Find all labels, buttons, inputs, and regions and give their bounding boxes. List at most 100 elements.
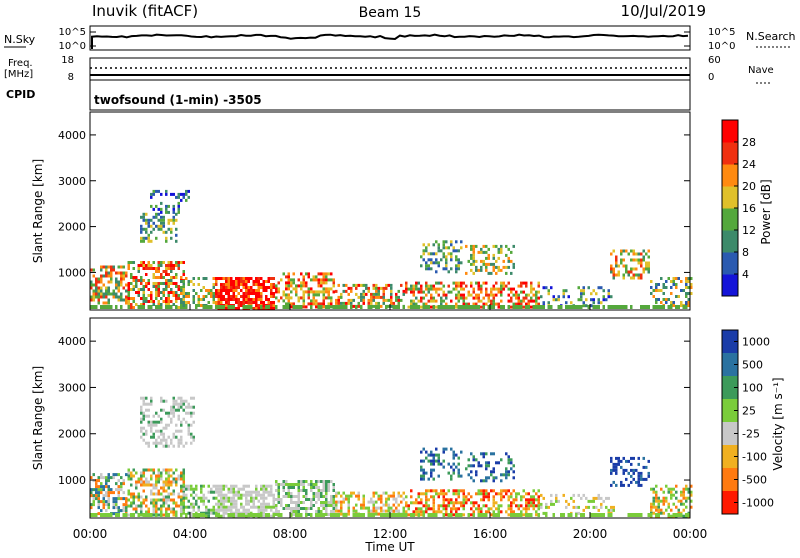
- rti-cell: [460, 246, 463, 250]
- rti-cell: [105, 482, 108, 486]
- rti-cell: [632, 468, 635, 472]
- rti-cell: [160, 471, 163, 475]
- rti-cell: [627, 471, 630, 475]
- rti-cell: [257, 280, 260, 283]
- rti-cell: [682, 305, 685, 309]
- rti-cell: [495, 492, 498, 496]
- rti-cell: [590, 298, 593, 302]
- rti-cell: [685, 513, 688, 517]
- rti-cell: [230, 286, 233, 289]
- rti-cell: [577, 493, 580, 497]
- rti-cell: [620, 459, 623, 463]
- rti-cell: [212, 283, 215, 286]
- rti-cell: [167, 291, 170, 294]
- rti-cell: [100, 289, 103, 293]
- rti-cell: [492, 287, 495, 291]
- rti-cell: [607, 513, 610, 517]
- rti-cell: [195, 484, 198, 488]
- rti-cell: [185, 484, 188, 488]
- rti-cell: [267, 301, 270, 304]
- rti-cell: [150, 300, 153, 303]
- rti-cell: [290, 278, 293, 282]
- rti-cell: [397, 301, 400, 305]
- rti-cell: [470, 293, 473, 297]
- rti-cell: [92, 488, 95, 492]
- rti-cell: [670, 280, 673, 283]
- rti-cell: [180, 286, 183, 289]
- time-tick-label: 08:00: [273, 527, 308, 541]
- rti-cell: [137, 264, 140, 267]
- rti-cell: [582, 513, 585, 517]
- rti-cell: [520, 281, 523, 285]
- rti-cell: [372, 304, 375, 308]
- rti-cell: [352, 491, 355, 495]
- rti-cell: [675, 484, 678, 488]
- rti-cell: [117, 509, 120, 513]
- rti-cell: [130, 504, 133, 508]
- rti-cell: [365, 292, 368, 296]
- rti-cell: [525, 492, 528, 496]
- rti-cell: [600, 496, 603, 500]
- rti-cell: [472, 458, 475, 462]
- rti-cell: [92, 497, 95, 501]
- rti-cell: [655, 508, 658, 512]
- rti-cell: [217, 298, 220, 301]
- rti-cell: [97, 295, 100, 299]
- rti-cell: [97, 476, 100, 480]
- rti-cell: [690, 484, 693, 488]
- rti-cell: [532, 489, 535, 493]
- rti-cell: [175, 239, 178, 243]
- rti-cell: [485, 256, 488, 260]
- rti-cell: [630, 474, 633, 478]
- rti-cell: [97, 485, 100, 489]
- rti-cell: [150, 204, 153, 208]
- rti-cell: [287, 489, 290, 492]
- rti-cell: [487, 296, 490, 300]
- rti-cell: [582, 286, 585, 290]
- rti-cell: [117, 265, 120, 269]
- rti-cell: [450, 290, 453, 294]
- rti-cell: [615, 465, 618, 469]
- rti-cell: [107, 497, 110, 501]
- rti-cell: [620, 483, 623, 487]
- rti-cell: [332, 513, 335, 517]
- rti-cell: [217, 277, 220, 280]
- rti-cell: [267, 513, 270, 517]
- rti-cell: [215, 496, 218, 500]
- rti-cell: [175, 402, 178, 406]
- rti-cell: [207, 292, 210, 295]
- rti-cell: [325, 281, 328, 285]
- rti-cell: [452, 281, 455, 285]
- rti-cell: [517, 305, 520, 309]
- rti-cell: [495, 461, 498, 465]
- rti-cell: [212, 301, 215, 304]
- rti-cell: [420, 501, 423, 505]
- rti-cell: [260, 505, 263, 509]
- rti-cell: [422, 258, 425, 262]
- rti-cell: [585, 505, 588, 509]
- rti-cell: [460, 293, 463, 297]
- rti-cell: [572, 505, 575, 509]
- rti-cell: [192, 295, 195, 298]
- rti-cell: [225, 289, 228, 292]
- rti-cell: [157, 224, 160, 228]
- rti-cell: [150, 426, 153, 430]
- rti-cell: [90, 268, 93, 272]
- rti-cell: [202, 496, 205, 500]
- rti-cell: [232, 487, 235, 491]
- rti-cell: [362, 513, 365, 517]
- rti-cell: [485, 492, 488, 496]
- rti-cell: [152, 492, 155, 496]
- rti-cell: [457, 474, 460, 478]
- rti-cell: [190, 487, 193, 491]
- rti-cell: [502, 281, 505, 285]
- rti-cell: [425, 510, 428, 514]
- rti-cell: [170, 438, 173, 442]
- rti-cell: [192, 420, 195, 424]
- rti-cell: [390, 301, 393, 305]
- time-tick-label: 20:00: [573, 527, 608, 541]
- rti-cell: [97, 280, 100, 284]
- rti-cell: [232, 298, 235, 301]
- rti-cell: [437, 264, 440, 268]
- rti-cell: [115, 500, 118, 504]
